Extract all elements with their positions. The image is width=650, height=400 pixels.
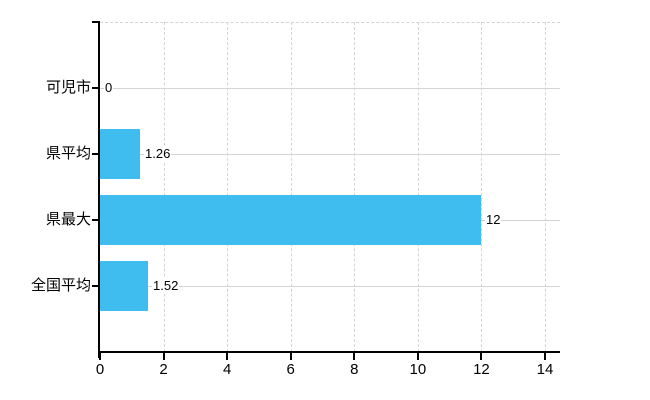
- y-axis-line: [98, 22, 100, 358]
- x-axis-tick: [99, 353, 101, 360]
- x-axis-tick: [289, 353, 292, 360]
- gridline-vertical: [545, 22, 546, 352]
- category-label: 全国平均: [30, 277, 91, 294]
- y-axis-tick: [92, 285, 100, 287]
- x-axis-line: [98, 351, 560, 353]
- x-axis-tick: [416, 353, 419, 360]
- x-tick-label: 6: [286, 361, 295, 378]
- gridline-horizontal: [100, 88, 560, 89]
- gridline-vertical: [354, 22, 356, 352]
- bar-value-label: 12: [485, 212, 502, 228]
- x-axis-tick: [162, 353, 165, 360]
- gridline-horizontal: [100, 286, 560, 287]
- gridline-vertical: [481, 22, 483, 352]
- bar-value-label: 0: [104, 80, 114, 96]
- x-tick-label: 12: [473, 361, 490, 378]
- bar: [100, 129, 140, 179]
- bar-value-label: 1.52: [152, 278, 180, 294]
- y-axis-tick: [92, 153, 100, 155]
- x-axis-tick: [544, 353, 546, 360]
- gridline-vertical: [227, 22, 229, 352]
- category-label: 可児市: [45, 79, 91, 96]
- category-label: 県平均: [45, 145, 91, 162]
- x-tick-label: 2: [159, 361, 168, 378]
- y-axis-top-tick: [92, 21, 100, 23]
- x-axis-tick: [353, 353, 356, 360]
- gridline-vertical: [290, 22, 292, 352]
- bar: [100, 195, 481, 245]
- x-tick-label: 8: [350, 361, 359, 378]
- y-axis-tick: [92, 219, 100, 221]
- x-axis-tick: [480, 353, 483, 360]
- x-tick-label: 10: [409, 361, 427, 378]
- x-tick-label: 4: [222, 361, 232, 378]
- bar-value-label: 1.26: [144, 146, 172, 162]
- plot-top-border: [100, 22, 560, 23]
- category-label: 県最大: [45, 211, 91, 228]
- x-tick-label: 14: [536, 361, 554, 378]
- bar: [100, 261, 148, 311]
- y-axis-tick: [92, 87, 100, 89]
- x-axis-tick: [226, 353, 229, 360]
- gridline-vertical: [163, 22, 165, 352]
- x-tick-label: 0: [95, 361, 105, 378]
- gridline-horizontal: [100, 154, 560, 155]
- gridline-vertical: [417, 22, 419, 352]
